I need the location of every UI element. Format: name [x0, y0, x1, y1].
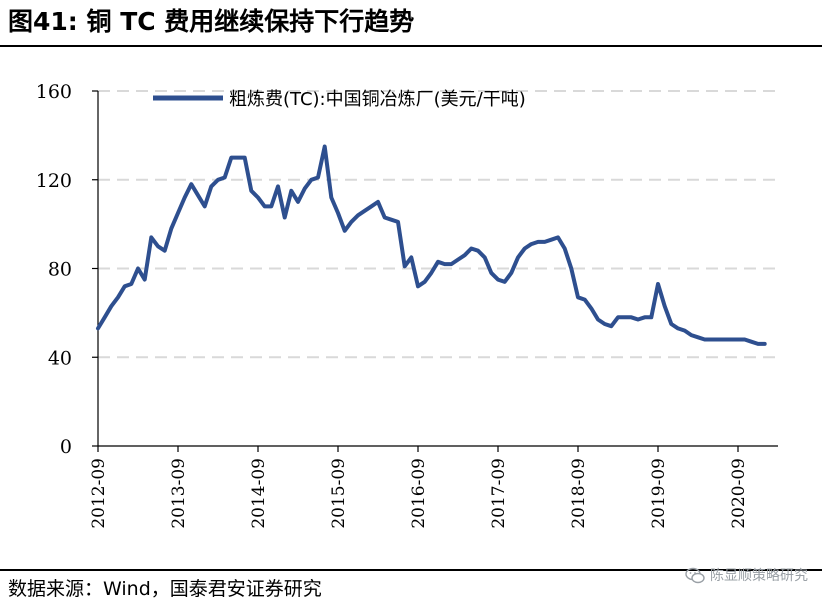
x-tick-label: 2019-09	[649, 458, 669, 529]
line-chart: 0 40 80 120 160 2012-09 2013-09 2014-09 2015-09…	[36, 81, 778, 529]
legend: 粗炼费(TC):中国铜冶炼厂(美元/干吨)	[153, 89, 526, 110]
x-tick-label: 2015-09	[329, 458, 349, 529]
watermark: 陈显顺策略研究	[685, 564, 808, 588]
x-tick-label: 2014-09	[249, 458, 269, 529]
legend-label: 粗炼费(TC):中国铜冶炼厂(美元/干吨)	[229, 89, 526, 110]
watermark-text: 陈显顺策略研究	[710, 568, 808, 584]
y-tick-label: 40	[48, 347, 72, 369]
figure-title: 图41: 铜 TC 费用继续保持下行趋势	[8, 7, 415, 36]
series-line	[96, 144, 767, 346]
x-tick-label: 2017-09	[489, 458, 509, 529]
x-tick-label: 2020-09	[729, 458, 749, 529]
axes	[92, 90, 778, 452]
y-tick-label: 0	[60, 436, 72, 458]
x-tick-labels: 2012-09 2013-09 2014-09 2015-09 2016-09 2017-…	[89, 458, 749, 529]
x-tick-label: 2016-09	[409, 458, 429, 529]
footer-divider	[0, 569, 822, 571]
x-tick-label: 2018-09	[569, 458, 589, 529]
x-tick-label: 2013-09	[169, 458, 189, 529]
title-divider	[0, 45, 822, 47]
y-tick-label: 120	[36, 170, 72, 192]
data-source-note: 数据来源：Wind，国泰君安证券研究	[8, 578, 322, 600]
wechat-icon	[685, 567, 705, 584]
x-tick-label: 2012-09	[89, 458, 109, 529]
y-tick-label: 160	[36, 81, 72, 103]
gridlines	[98, 90, 778, 359]
y-tick-labels: 0 40 80 120 160	[36, 81, 72, 458]
series-layer	[96, 144, 767, 346]
y-tick-label: 80	[48, 259, 72, 281]
